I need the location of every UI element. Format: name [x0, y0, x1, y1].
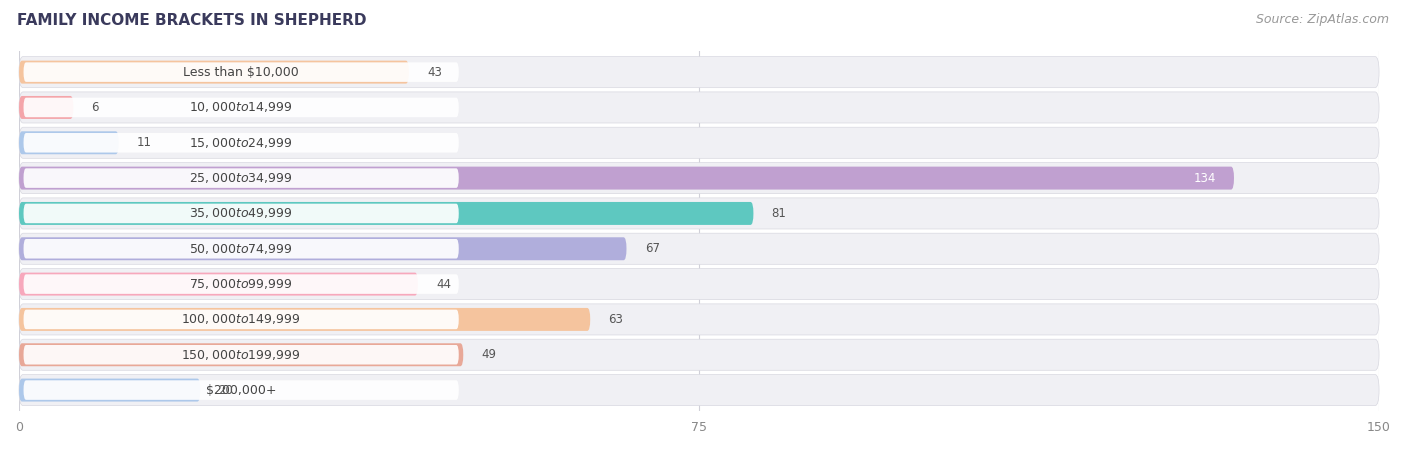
- FancyBboxPatch shape: [20, 237, 627, 260]
- FancyBboxPatch shape: [20, 167, 1234, 189]
- Text: 44: 44: [436, 277, 451, 291]
- FancyBboxPatch shape: [20, 127, 1379, 158]
- Text: $25,000 to $34,999: $25,000 to $34,999: [190, 171, 292, 185]
- Text: 81: 81: [772, 207, 786, 220]
- FancyBboxPatch shape: [24, 204, 458, 223]
- FancyBboxPatch shape: [24, 274, 458, 294]
- Text: Less than $10,000: Less than $10,000: [183, 66, 299, 79]
- Text: 6: 6: [91, 101, 98, 114]
- FancyBboxPatch shape: [20, 233, 1379, 264]
- FancyBboxPatch shape: [24, 62, 458, 82]
- FancyBboxPatch shape: [24, 310, 458, 329]
- FancyBboxPatch shape: [20, 308, 591, 331]
- Text: 63: 63: [609, 313, 623, 326]
- Text: $100,000 to $149,999: $100,000 to $149,999: [181, 313, 301, 326]
- FancyBboxPatch shape: [20, 379, 200, 401]
- Text: Source: ZipAtlas.com: Source: ZipAtlas.com: [1256, 13, 1389, 26]
- FancyBboxPatch shape: [20, 273, 418, 295]
- Text: $75,000 to $99,999: $75,000 to $99,999: [190, 277, 292, 291]
- Text: $15,000 to $24,999: $15,000 to $24,999: [190, 136, 292, 150]
- Text: $50,000 to $74,999: $50,000 to $74,999: [190, 242, 292, 256]
- FancyBboxPatch shape: [20, 163, 1379, 194]
- Text: 67: 67: [644, 242, 659, 255]
- FancyBboxPatch shape: [20, 131, 118, 154]
- FancyBboxPatch shape: [24, 98, 458, 117]
- FancyBboxPatch shape: [20, 304, 1379, 335]
- Text: $35,000 to $49,999: $35,000 to $49,999: [190, 207, 292, 220]
- Text: 11: 11: [136, 136, 152, 149]
- FancyBboxPatch shape: [24, 239, 458, 259]
- Text: 20: 20: [218, 383, 233, 396]
- Text: 134: 134: [1194, 172, 1216, 185]
- FancyBboxPatch shape: [20, 92, 1379, 123]
- FancyBboxPatch shape: [24, 380, 458, 400]
- FancyBboxPatch shape: [24, 345, 458, 365]
- Text: 43: 43: [427, 66, 441, 79]
- Text: FAMILY INCOME BRACKETS IN SHEPHERD: FAMILY INCOME BRACKETS IN SHEPHERD: [17, 13, 367, 28]
- FancyBboxPatch shape: [20, 202, 754, 225]
- FancyBboxPatch shape: [20, 61, 409, 84]
- FancyBboxPatch shape: [20, 343, 464, 366]
- FancyBboxPatch shape: [20, 198, 1379, 229]
- FancyBboxPatch shape: [20, 57, 1379, 88]
- FancyBboxPatch shape: [20, 96, 73, 119]
- Text: $150,000 to $199,999: $150,000 to $199,999: [181, 348, 301, 362]
- Text: $200,000+: $200,000+: [205, 383, 277, 396]
- FancyBboxPatch shape: [20, 339, 1379, 370]
- FancyBboxPatch shape: [20, 269, 1379, 299]
- FancyBboxPatch shape: [24, 133, 458, 153]
- Text: 49: 49: [481, 348, 496, 361]
- FancyBboxPatch shape: [24, 168, 458, 188]
- FancyBboxPatch shape: [20, 374, 1379, 405]
- Text: $10,000 to $14,999: $10,000 to $14,999: [190, 101, 292, 114]
